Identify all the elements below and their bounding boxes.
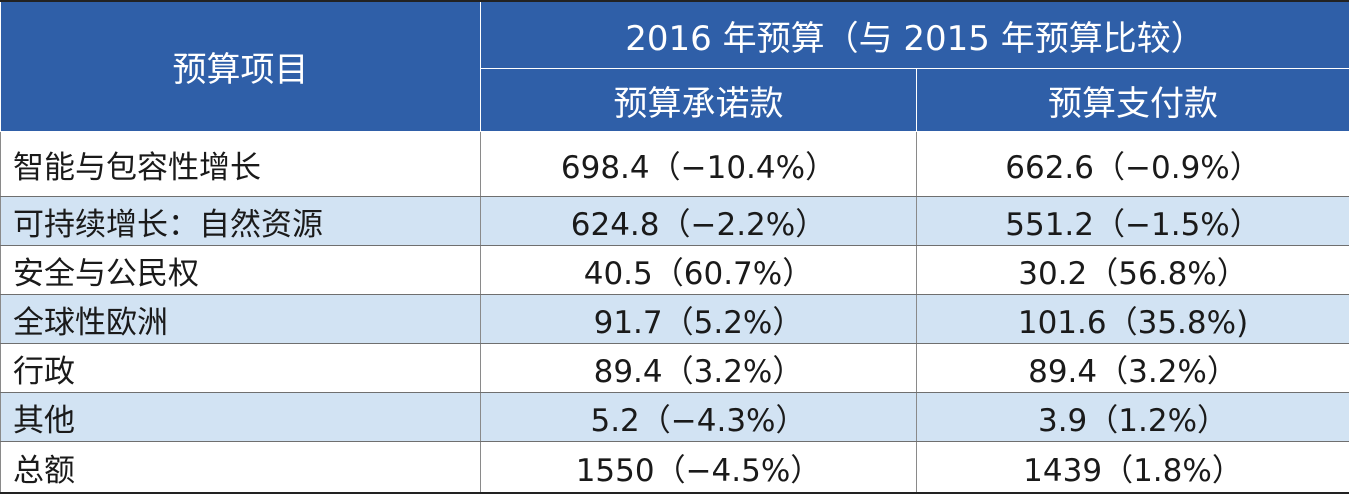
commitments-cell: 624.8（−2.2%） bbox=[480, 196, 917, 246]
item-cell: 总额 bbox=[0, 441, 481, 494]
commitments-cell: 5.2（−4.3%） bbox=[480, 392, 917, 442]
table-body: 智能与包容性增长 698.4（−10.4%） 662.6（−0.9%） 可持续增… bbox=[0, 131, 1349, 494]
payments-cell: 89.4（3.2%） bbox=[915, 343, 1349, 393]
commitments-cell: 40.5（60.7%） bbox=[480, 245, 917, 295]
item-cell: 安全与公民权 bbox=[0, 245, 481, 295]
header-row-2: 预算承诺款 预算支付款 bbox=[1, 68, 1349, 132]
item-column-header: 预算项目 bbox=[0, 0, 481, 132]
payments-cell: 101.6（35.8%) bbox=[915, 294, 1349, 344]
item-cell: 行政 bbox=[0, 343, 481, 393]
table-row: 智能与包容性增长 698.4（−10.4%） 662.6（−0.9%） bbox=[0, 131, 1349, 197]
table-row: 全球性欧洲 91.7（5.2%） 101.6（35.8%) bbox=[0, 294, 1349, 344]
payments-cell: 551.2（−1.5%） bbox=[915, 196, 1349, 246]
commitments-cell: 89.4（3.2%） bbox=[480, 343, 917, 393]
table-row: 安全与公民权 40.5（60.7%） 30.2（56.8%） bbox=[0, 245, 1349, 295]
item-cell: 可持续增长：自然资源 bbox=[0, 196, 481, 246]
commitments-cell: 698.4（−10.4%） bbox=[480, 131, 917, 197]
payments-cell: 30.2（56.8%） bbox=[915, 245, 1349, 295]
payments-cell: 662.6（−0.9%） bbox=[915, 131, 1349, 197]
table-row: 其他 5.2（−4.3%） 3.9（1.2%） bbox=[0, 392, 1349, 442]
commitments-cell: 1550（−4.5%） bbox=[480, 441, 917, 494]
payments-cell: 1439（1.8%） bbox=[915, 441, 1349, 494]
table-header: 预算项目 2016 年预算（与 2015 年预算比较） 预算承诺款 预算支付款 bbox=[0, 0, 1349, 132]
commitments-cell: 91.7（5.2%） bbox=[480, 294, 917, 344]
item-cell: 全球性欧洲 bbox=[0, 294, 481, 344]
table-row: 行政 89.4（3.2%） 89.4（3.2%） bbox=[0, 343, 1349, 393]
item-cell: 其他 bbox=[0, 392, 481, 442]
commitments-column-header: 预算承诺款 bbox=[480, 68, 917, 132]
header-row-1: 预算项目 2016 年预算（与 2015 年预算比较） bbox=[0, 0, 1349, 132]
item-cell: 智能与包容性增长 bbox=[0, 131, 481, 197]
payments-cell: 3.9（1.2%） bbox=[915, 392, 1349, 442]
table-row: 可持续增长：自然资源 624.8（−2.2%） 551.2（−1.5%） bbox=[0, 196, 1349, 246]
group-column-header: 2016 年预算（与 2015 年预算比较） bbox=[479, 0, 1349, 69]
table-row-total: 总额 1550（−4.5%） 1439（1.8%） bbox=[0, 441, 1349, 494]
payments-column-header: 预算支付款 bbox=[915, 68, 1349, 132]
